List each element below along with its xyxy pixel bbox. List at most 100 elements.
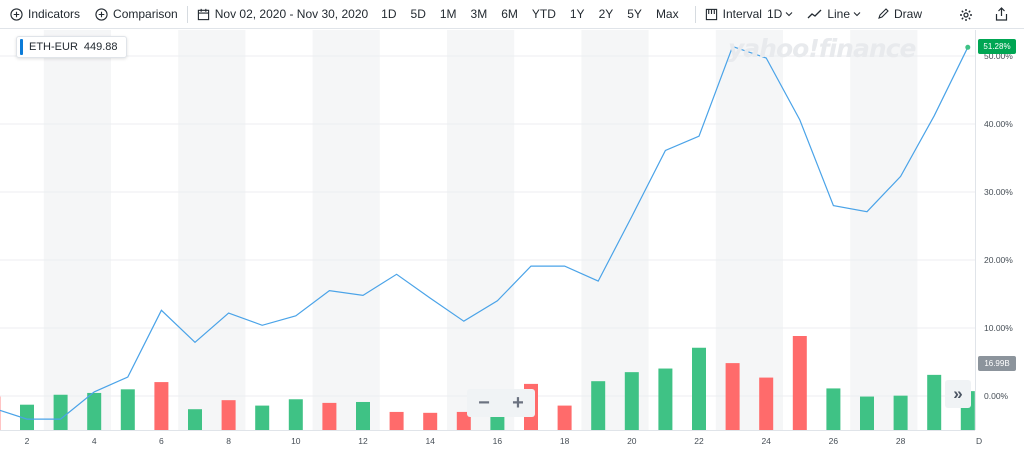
chevron-down-icon [785, 10, 793, 18]
plus-circle-icon [95, 7, 108, 21]
interval-dropdown[interactable]: Interval 1D [705, 7, 794, 21]
x-tick-label: 20 [627, 436, 637, 446]
price-line [0, 45, 969, 420]
volume-bar [423, 412, 438, 430]
y-tick-label: 40.00% [984, 119, 1013, 129]
range-1m-button[interactable]: 1M [439, 7, 457, 21]
volume-bar [356, 401, 370, 430]
y-tick-label: 10.00% [984, 323, 1013, 333]
volume-bar [692, 347, 706, 430]
volume-bar [389, 411, 404, 430]
volume-bar [154, 382, 169, 430]
weekly-band [43, 30, 111, 430]
weekly-band [312, 30, 380, 430]
range-2y-button[interactable]: 2Y [598, 7, 614, 21]
x-tick-label: 10 [291, 436, 301, 446]
range-3m-button[interactable]: 3M [470, 7, 488, 21]
range-max-button[interactable]: Max [655, 7, 679, 21]
x-tick-label: 28 [896, 436, 906, 446]
volume-badge: 16.99B [978, 356, 1016, 371]
zoom-in-button[interactable]: + [512, 391, 524, 414]
volume-bar [322, 402, 337, 430]
interval-label: Interval [722, 7, 762, 21]
weekly-band [581, 30, 649, 430]
chart-toolbar: Indicators Comparison Nov 02, 2020 - Nov… [0, 0, 1024, 29]
weekly-band [447, 30, 515, 430]
zoom-controls: − + [467, 389, 535, 417]
ticker-symbol: ETH-EUR [29, 41, 78, 53]
range-1d-button[interactable]: 1D [381, 7, 397, 21]
comparison-label: Comparison [113, 7, 178, 21]
date-range-picker[interactable]: Nov 02, 2020 - Nov 30, 2020 [197, 7, 368, 21]
x-tick-label: 22 [694, 436, 704, 446]
volume-bar [826, 388, 841, 430]
volume-bar [893, 395, 908, 430]
range-5d-button[interactable]: 5D [410, 7, 426, 21]
x-tick-label: 2 [25, 436, 30, 446]
x-tick-label: 24 [761, 436, 771, 446]
range-ytd-button[interactable]: YTD [531, 7, 556, 21]
last-price-dot [965, 44, 971, 50]
chart-type-label: Line [827, 7, 850, 21]
volume-bar [792, 336, 807, 430]
interval-value: 1D [766, 7, 783, 21]
current-change-badge: 51.28% [978, 39, 1016, 54]
volume-bar [725, 363, 740, 430]
ticker-badge[interactable]: ETH-EUR 449.88 [16, 36, 127, 58]
yahoo-finance-watermark: yahoo!finance [728, 34, 916, 63]
range-1y-button[interactable]: 1Y [569, 7, 585, 21]
x-tick-label: 14 [425, 436, 435, 446]
series-color-marker [20, 39, 23, 55]
x-tick-label: 26 [829, 436, 839, 446]
volume-bar [860, 396, 874, 430]
volume-bar [255, 405, 270, 430]
ticker-price: 449.88 [83, 41, 118, 53]
scroll-forward-button[interactable]: » [945, 380, 971, 408]
x-tick-label-partial: D [976, 436, 982, 446]
pencil-icon [877, 8, 889, 20]
indicators-button[interactable]: Indicators [10, 7, 80, 21]
chevron-down-icon [853, 10, 861, 18]
toolbar-divider [186, 5, 188, 23]
chart-type-dropdown[interactable]: Line [807, 7, 861, 21]
volume-bar [221, 400, 236, 430]
calendar-icon [197, 8, 210, 21]
volume-bar [624, 372, 639, 430]
comparison-button[interactable]: Comparison [95, 7, 178, 21]
y-tick-label: 30.00% [984, 187, 1013, 197]
indicators-label: Indicators [28, 7, 81, 21]
toolbar-divider [694, 5, 696, 23]
line-chart-icon [807, 8, 822, 20]
volume-bar [20, 404, 34, 430]
range-5y-button[interactable]: 5Y [627, 7, 642, 21]
y-tick-label: 0.00% [984, 391, 1009, 401]
x-tick-label: 18 [560, 436, 570, 446]
x-tick-label: 6 [159, 436, 164, 446]
volume-bar [927, 374, 942, 430]
settings-button[interactable] [959, 8, 973, 22]
x-tick-label: 16 [493, 436, 503, 446]
share-button[interactable] [995, 7, 1008, 21]
volume-bar [288, 399, 303, 430]
volume-bar [188, 409, 202, 430]
x-tick-label: 12 [358, 436, 368, 446]
x-tick-label: 8 [226, 436, 231, 446]
share-icon [995, 7, 1008, 21]
zoom-out-button[interactable]: − [478, 391, 490, 414]
volume-bar [658, 368, 673, 430]
gear-icon [959, 8, 973, 22]
draw-button[interactable]: Draw [877, 7, 922, 21]
range-buttons: 1D 5D 1M 3M 6M YTD 1Y 2Y 5Y Max [374, 7, 685, 21]
volume-bar [53, 394, 68, 430]
volume-bar [591, 381, 606, 430]
draw-label: Draw [894, 7, 923, 21]
volume-bar [87, 392, 102, 430]
weekly-band [850, 30, 918, 430]
range-6m-button[interactable]: 6M [501, 7, 518, 21]
volume-bar [759, 377, 774, 430]
y-tick-label: 20.00% [984, 255, 1013, 265]
x-tick-label: 4 [92, 436, 97, 446]
date-range-label: Nov 02, 2020 - Nov 30, 2020 [214, 7, 369, 21]
volume-bar [120, 389, 135, 430]
